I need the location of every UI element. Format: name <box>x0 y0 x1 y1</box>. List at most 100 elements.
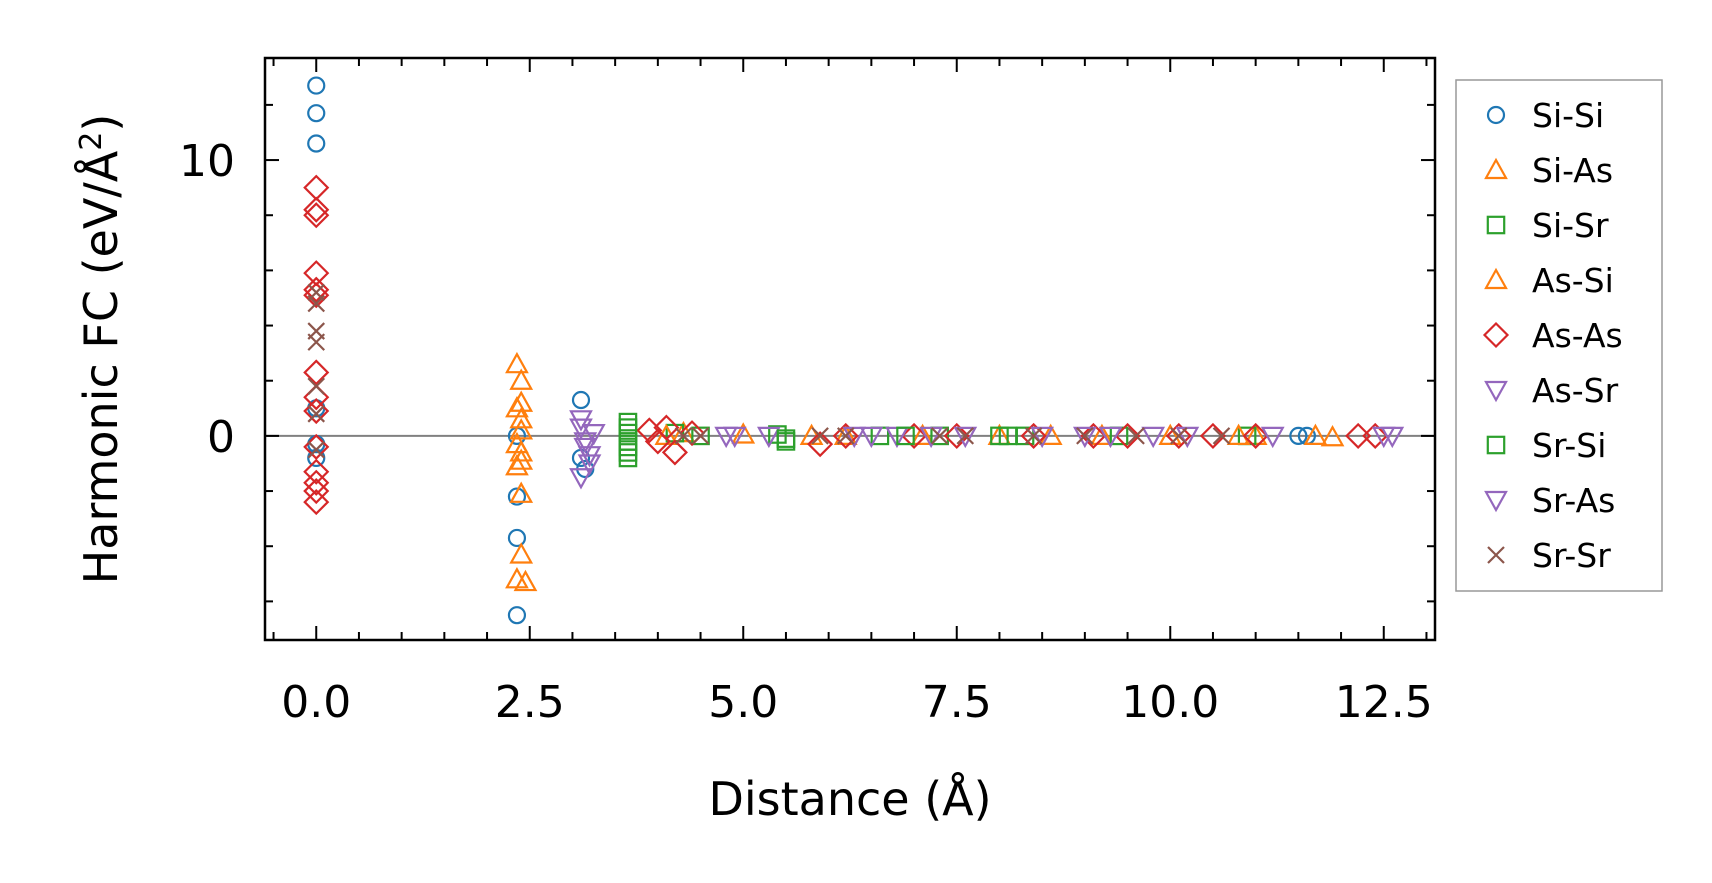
marker-si-as <box>833 423 858 445</box>
marker-as-sr <box>577 454 602 476</box>
marker-as-si <box>1226 423 1251 445</box>
marker-as-sr <box>919 426 944 449</box>
legend-marker-si-si <box>1486 105 1506 125</box>
x-axis-label: Distance (Å) <box>708 772 991 826</box>
x-tick-label: 12.5 <box>1335 677 1433 728</box>
marker-sr-si <box>776 429 796 448</box>
legend-label-si-sr: Si-Sr <box>1532 206 1609 245</box>
y-tick-label: 0 <box>207 412 235 463</box>
marker-sr-as <box>953 426 978 449</box>
marker-as-as <box>1114 422 1141 449</box>
legend-label-sr-sr: Sr-Sr <box>1532 536 1611 575</box>
marker-si-si <box>507 487 527 506</box>
y-axis-label-superscript: 2 <box>74 132 109 151</box>
legend-marker-si-sr <box>1486 215 1506 235</box>
marker-as-si <box>509 390 534 412</box>
marker-si-as <box>731 422 756 444</box>
marker-as-as <box>1345 422 1372 449</box>
legend-label-si-as: Si-As <box>1532 151 1613 190</box>
marker-as-as <box>303 477 330 505</box>
marker-si-as <box>509 542 534 564</box>
marker-si-as <box>513 569 538 592</box>
marker-as-as <box>1020 422 1047 449</box>
marker-si-as <box>1303 423 1328 445</box>
marker-sr-si <box>618 418 638 437</box>
marker-si-as <box>910 423 935 445</box>
marker-sr-si <box>998 426 1018 446</box>
y-axis-label-close: ) <box>74 114 128 132</box>
marker-sr-sr <box>674 427 693 445</box>
marker-si-si <box>307 134 326 153</box>
marker-si-as <box>509 481 534 503</box>
y-axis-label: Harmonic FC (eV/Å2) <box>74 114 128 585</box>
marker-si-as <box>1320 425 1345 447</box>
marker-as-as <box>303 359 330 386</box>
marker-sr-sr <box>307 405 326 423</box>
marker-as-sr <box>1175 426 1200 449</box>
marker-sr-si <box>618 432 638 451</box>
marker-as-as <box>1080 422 1107 449</box>
marker-si-si <box>307 104 326 123</box>
marker-sr-sr <box>307 333 326 351</box>
marker-sr-sr <box>956 427 975 445</box>
marker-si-si <box>571 390 591 410</box>
marker-as-as <box>807 431 834 458</box>
marker-as-as <box>1242 422 1269 449</box>
marker-sr-si <box>618 443 638 462</box>
marker-as-as <box>832 422 859 449</box>
plot-area-frame <box>263 56 1437 642</box>
marker-sr-sr <box>930 427 949 445</box>
marker-si-as <box>509 418 534 440</box>
legend-marker-si-as <box>1484 157 1508 180</box>
marker-sr-sr <box>1170 427 1188 445</box>
marker-si-as <box>509 368 534 390</box>
legend-marker-as-as <box>1482 321 1510 349</box>
marker-sr-sr <box>1076 427 1094 445</box>
marker-sr-sr <box>1024 427 1043 445</box>
y-axis-label-main: Harmonic FC (eV/Å <box>74 150 128 584</box>
marker-as-as <box>661 439 688 466</box>
marker-as-as <box>303 196 330 223</box>
marker-si-as <box>509 440 534 462</box>
marker-as-as <box>1199 422 1227 449</box>
marker-si-si <box>507 606 527 625</box>
marker-as-as <box>943 422 970 449</box>
marker-as-as <box>1362 422 1389 449</box>
legend-label-as-as: As-As <box>1532 316 1623 355</box>
tick-labels: 0.0 2.5 5.0 7.5 10.0 12.5 0 10 <box>179 136 1433 728</box>
axis-ticks <box>265 58 1435 640</box>
marker-as-sr <box>1030 426 1055 449</box>
marker-sr-sr <box>811 427 829 445</box>
marker-as-as <box>303 489 330 516</box>
legend-label-sr-si: Sr-Si <box>1532 426 1606 465</box>
marker-as-as <box>303 458 330 485</box>
marker-sr-as <box>859 426 884 449</box>
legend-label-as-si: As-Si <box>1532 261 1614 300</box>
data-markers <box>303 76 1405 625</box>
marker-si-as <box>1158 423 1183 445</box>
legend-marker-sr-sr <box>1487 546 1505 564</box>
marker-si-sr <box>691 426 710 446</box>
marker-as-si <box>509 448 534 470</box>
legend-marker-as-si <box>1484 267 1508 290</box>
marker-sr-as <box>1072 426 1097 449</box>
marker-as-sr <box>1098 426 1123 449</box>
legend-marker-as-sr <box>1484 380 1508 403</box>
marker-sr-as <box>577 446 602 468</box>
marker-sr-si <box>896 426 915 446</box>
legend-label-as-sr: As-Sr <box>1532 371 1619 410</box>
x-tick-label: 0.0 <box>281 677 351 728</box>
x-tick-label: 5.0 <box>708 677 778 728</box>
legend-label-sr-as: Sr-As <box>1532 481 1615 520</box>
marker-sr-sr <box>836 427 855 445</box>
marker-si-si <box>507 528 527 548</box>
marker-si-as <box>1090 423 1114 445</box>
legend: Si-Si Si-As Si-Sr As-Si As-As As-Sr Sr-Si Sr-As… <box>1455 79 1663 592</box>
marker-sr-sr <box>691 427 710 445</box>
marker-sr-sr <box>307 294 326 313</box>
marker-si-si <box>307 76 326 95</box>
marker-sr-as <box>1260 426 1285 449</box>
marker-sr-as <box>569 410 593 432</box>
marker-as-as <box>303 469 330 496</box>
marker-as-sr <box>756 426 781 449</box>
